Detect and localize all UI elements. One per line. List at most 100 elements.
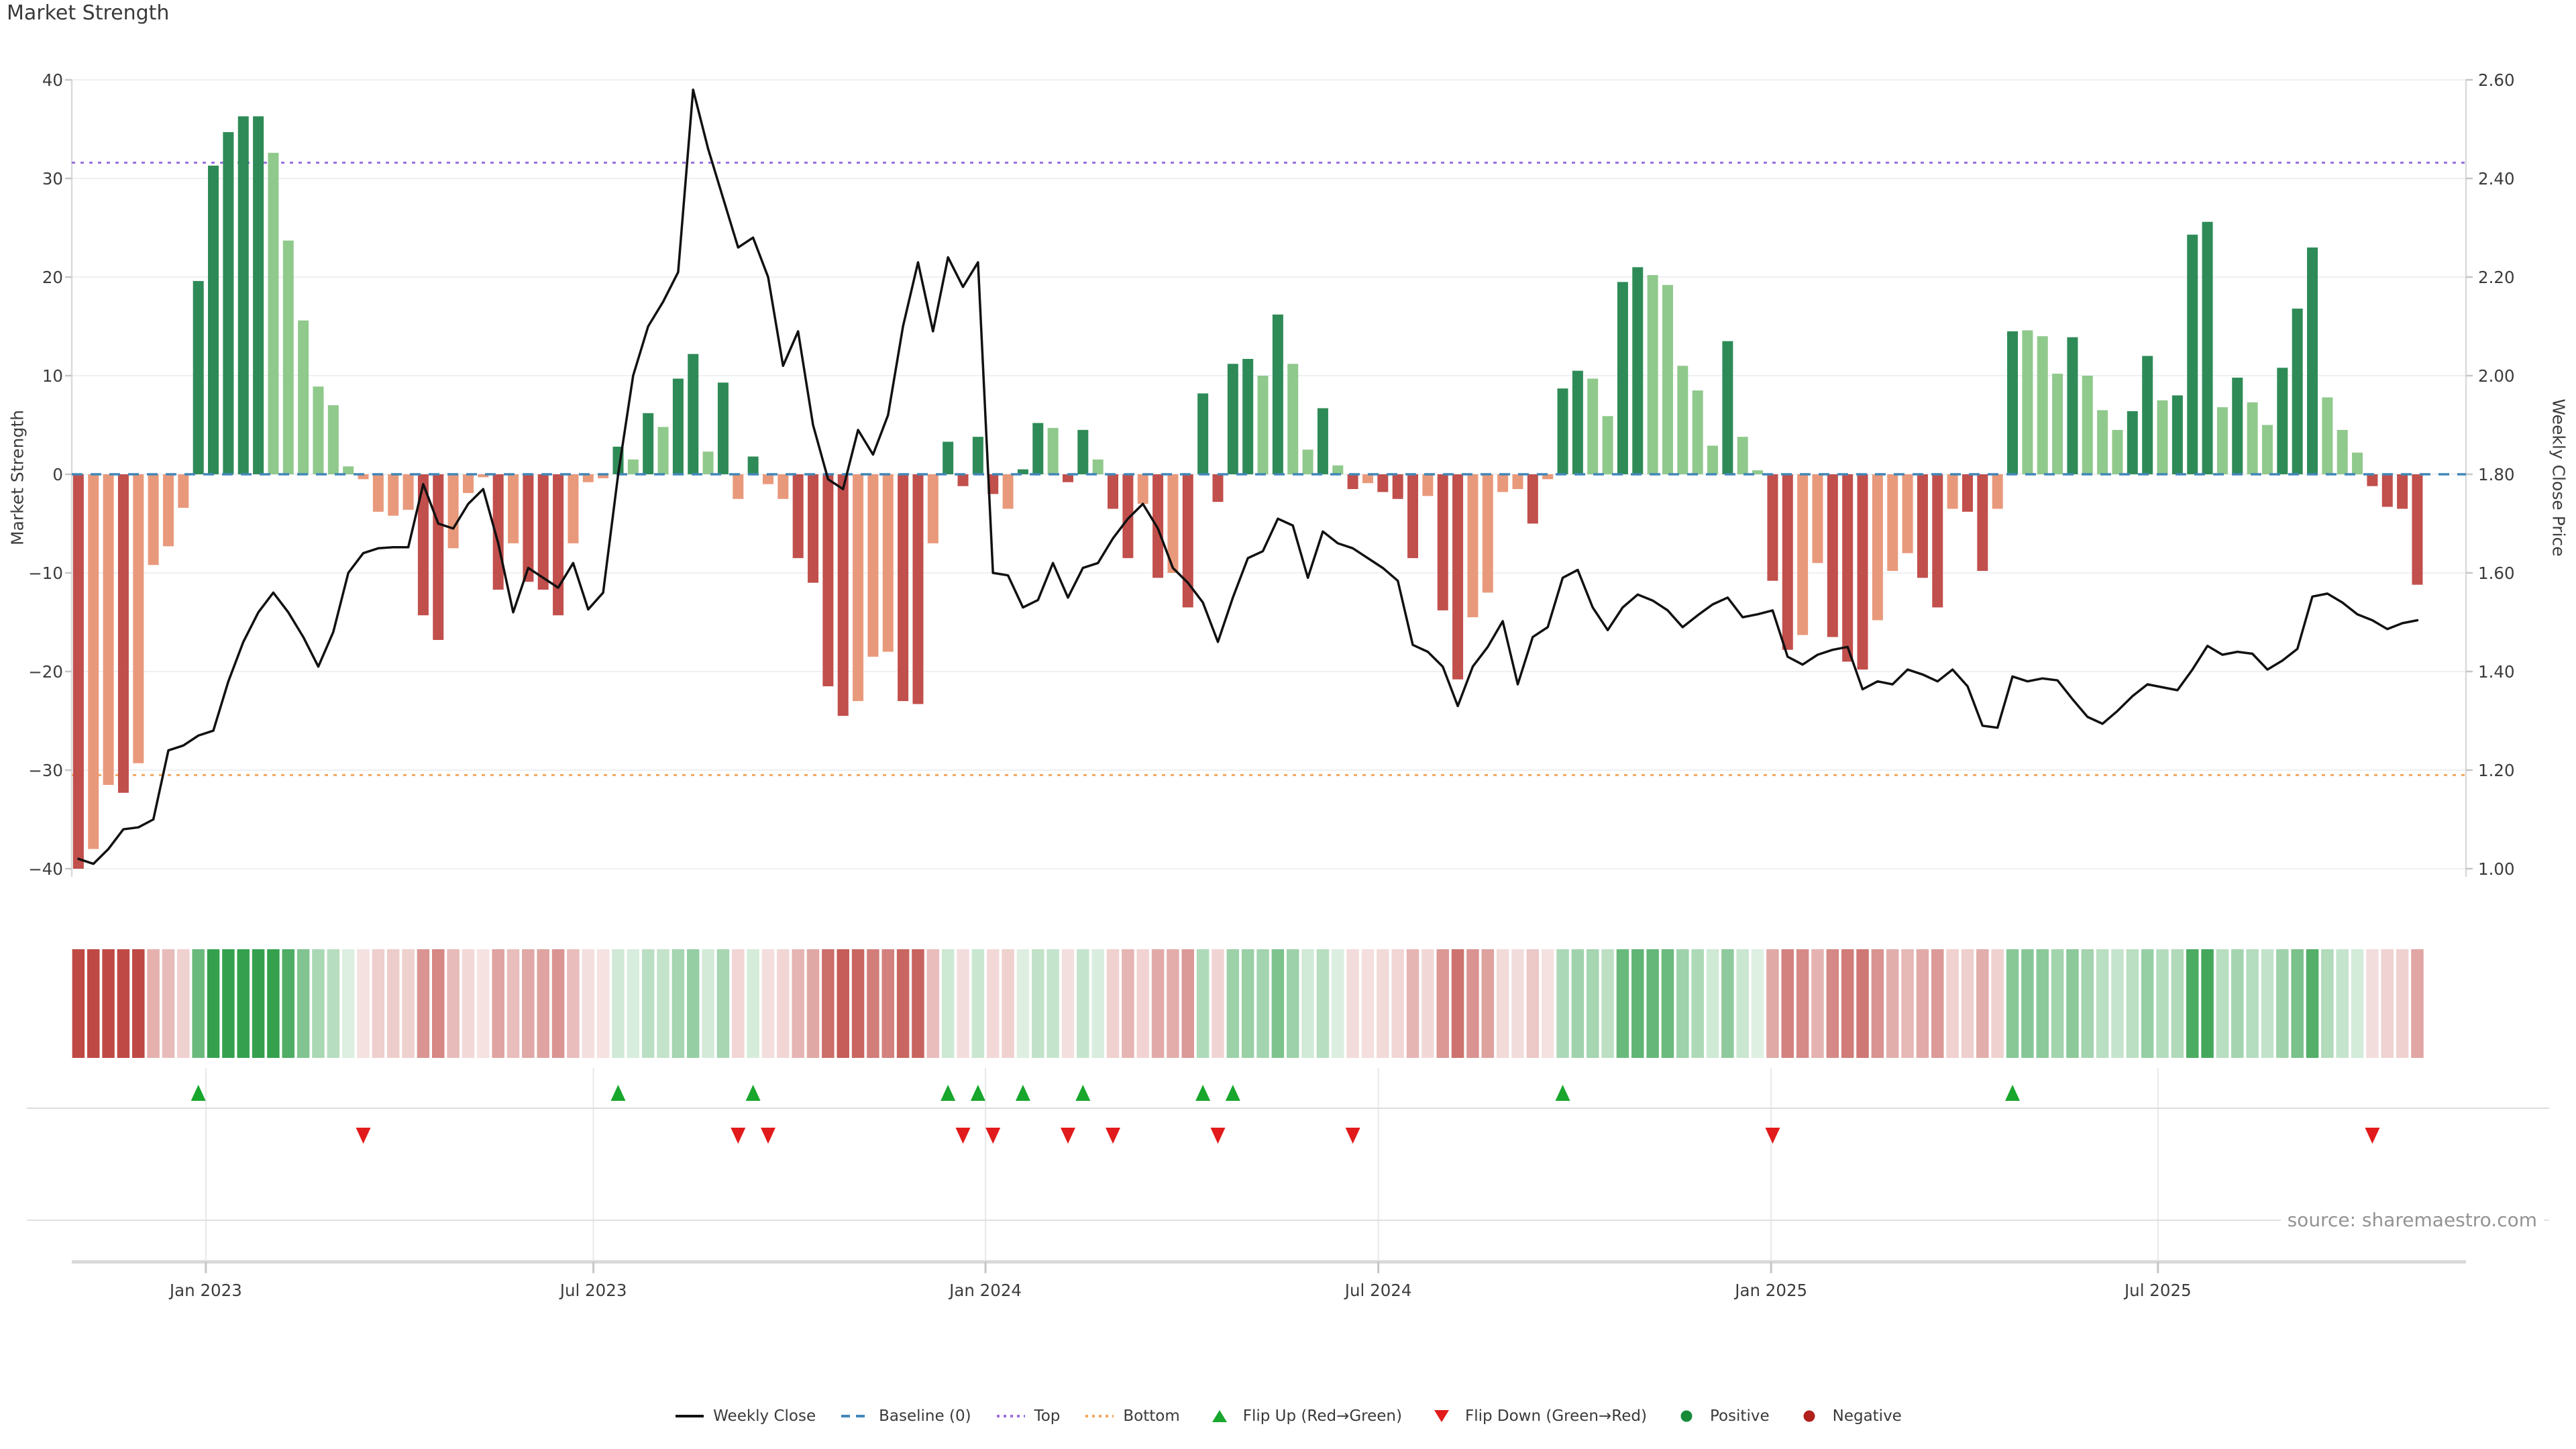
left-tick-label: 10 [42,366,63,386]
strength-bar [2247,402,2258,474]
strength-bar [1092,459,1104,474]
strength-bar [822,474,834,687]
heatmap-cell [1901,949,1914,1058]
heatmap-cell [806,949,820,1058]
heatmap-cell [252,949,265,1058]
strength-bar [1812,474,1823,564]
strength-bar [2292,309,2303,474]
strength-bar [88,474,99,849]
heatmap-cell [1976,949,1989,1058]
heatmap-cell [222,949,235,1058]
heatmap-cell [761,949,775,1058]
heatmap-cell [2261,949,2274,1058]
heatmap-cell [551,949,565,1058]
flip-down-marker [985,1128,1001,1144]
heatmap-cell [957,949,969,1058]
strength-bar [1722,341,1733,474]
strength-bar [1242,359,1254,474]
strength-bar [1662,284,1673,474]
strength-bar [1542,474,1554,480]
heatmap-cell [207,949,220,1058]
right-tick-label: 1.80 [2478,465,2515,484]
strength-bar [1677,366,1688,474]
strength-bar [1527,474,1538,524]
strength-bar [882,474,894,652]
right-tick-label: 2.60 [2478,70,2515,90]
legend-symbol-circle-icon [1803,1410,1815,1422]
heatmap-cell [357,949,370,1058]
heatmap-cell [1796,949,1809,1058]
heatmap-cell [1061,949,1075,1058]
strength-bar [372,474,384,512]
heatmap-cell [641,949,655,1058]
strength-bar [178,474,189,508]
heatmap-cell [2201,949,2214,1058]
strength-bar [657,427,669,474]
strength-bar [627,459,639,474]
strength-bar [282,240,294,474]
legend-label: Flip Up (Red→Green) [1242,1407,1402,1425]
strength-bar [1212,474,1224,502]
strength-bar [1122,474,1134,558]
strength-bar [2037,336,2048,474]
heatmap-cell [2216,949,2229,1058]
strength-bar [568,474,579,543]
strength-bar [1302,449,1313,474]
strength-bar [117,474,129,793]
heatmap-cell [822,949,835,1058]
strength-bar [2381,474,2393,507]
x-tick-label: Jan 2024 [948,1281,1022,1300]
heatmap-cell [2366,949,2379,1058]
strength-bar [1047,427,1059,474]
strength-bar [1002,474,1014,509]
legend-symbol-tri-down-icon [1434,1410,1449,1422]
strength-bar [1452,474,1464,680]
right-tick-label: 1.40 [2478,662,2515,682]
heatmap-cell [2291,949,2304,1058]
heatmap-cell [1916,949,1929,1058]
heatmap-cell [1931,949,1944,1058]
heatmap-cell [1721,949,1734,1058]
strength-bar [2082,376,2093,474]
heatmap-cell [2351,949,2364,1058]
heatmap-cell [926,949,940,1058]
heatmap-cell [72,949,85,1058]
flip-down-marker [1060,1128,1075,1144]
heatmap-cell [1751,949,1764,1058]
strength-bar [1197,393,1209,474]
strength-bar [987,474,999,494]
left-tick-label: 0 [52,465,63,484]
strength-bar [2397,474,2408,509]
strength-bar [1167,474,1179,573]
heatmap-cell [1226,949,1240,1058]
strength-bar [762,474,773,484]
strength-bar [1962,474,1973,512]
flip-up-marker [941,1085,956,1101]
heatmap-cell [147,949,160,1058]
strength-bar [1227,364,1238,474]
heatmap-cell [672,949,685,1058]
strength-bar [2022,330,2033,474]
flip-up-marker [970,1085,985,1101]
strength-bar [1332,465,1344,474]
heatmap-cell [627,949,640,1058]
strength-bar [1647,275,1658,474]
heatmap-cell [2111,949,2124,1058]
legend-symbol-dot-icon [996,1415,1025,1417]
heatmap-cell [2156,949,2169,1058]
strength-bar [268,152,279,474]
heatmap-cell [297,949,310,1058]
strength-bar [792,474,804,558]
heatmap-cell [1332,949,1344,1058]
heatmap-cell [1136,949,1149,1058]
strength-bar [462,474,474,493]
right-tick-label: 2.00 [2478,366,2515,386]
strength-bar [223,131,234,474]
strength-bar [327,405,339,474]
heatmap-cell [1451,949,1464,1058]
heatmap-cell [1032,949,1044,1058]
heatmap-cell [1811,949,1824,1058]
strength-bar [733,474,744,499]
heatmap-cell [312,949,325,1058]
strength-bar [853,474,864,702]
